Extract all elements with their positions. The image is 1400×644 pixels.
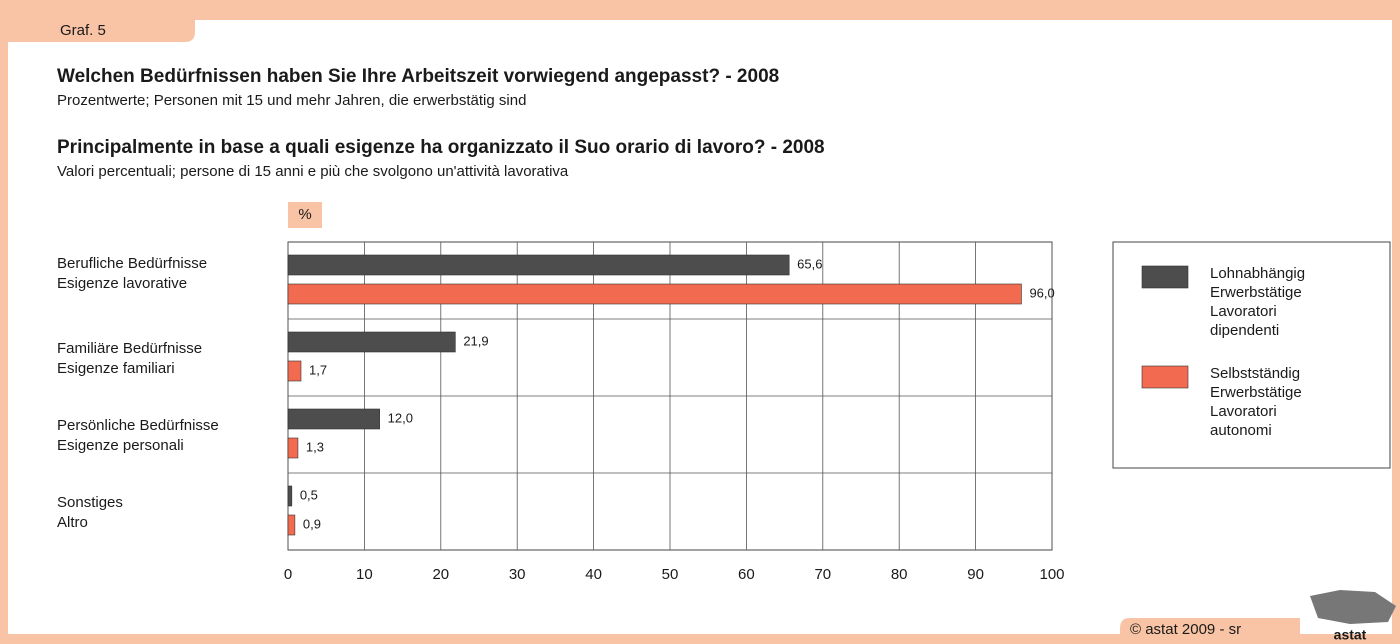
value-label: 12,0: [388, 410, 413, 425]
bar: [287, 485, 293, 507]
footer-tab: [1120, 618, 1300, 644]
y-tick-label: Altro: [57, 514, 88, 531]
tab-label: Graf. 5: [60, 22, 106, 39]
legend-swatch: [1141, 365, 1189, 389]
logo-mark: [1310, 590, 1396, 624]
unit-label: %: [298, 206, 311, 223]
tab: [8, 20, 195, 42]
legend-label: Lavoratori: [1210, 403, 1277, 420]
bar: [287, 331, 456, 353]
legend-swatch: [1141, 265, 1189, 289]
x-tick-label: 50: [662, 566, 679, 583]
legend-label: Lavoratori: [1210, 303, 1277, 320]
bar: [287, 408, 380, 430]
value-label: 1,7: [309, 362, 327, 377]
x-tick-label: 70: [814, 566, 831, 583]
legend-label: Erwerbstätige: [1210, 384, 1302, 401]
chart-subtitle: Valori percentuali; persone di 15 anni e…: [57, 163, 569, 180]
value-label: 0,5: [300, 487, 318, 502]
legend-label: Lohnabhängig: [1210, 265, 1305, 282]
bar: [287, 360, 302, 382]
chart-title: Welchen Bedürfnissen haben Sie Ihre Arbe…: [57, 66, 779, 87]
chart-title: Principalmente in base a quali esigenze …: [57, 137, 825, 158]
y-tick-label: Esigenze lavorative: [57, 275, 187, 292]
value-label: 0,9: [303, 516, 321, 531]
y-tick-label: Esigenze personali: [57, 437, 184, 454]
y-tick-label: Sonstiges: [57, 494, 123, 511]
x-tick-label: 20: [432, 566, 449, 583]
bar: [287, 283, 1022, 305]
y-tick-label: Berufliche Bedürfnisse: [57, 255, 207, 272]
value-label: 1,3: [306, 439, 324, 454]
chart-subtitle: Prozentwerte; Personen mit 15 und mehr J…: [57, 92, 526, 109]
value-label: 96,0: [1029, 285, 1054, 300]
value-label: 65,6: [797, 256, 822, 271]
x-tick-label: 90: [967, 566, 984, 583]
x-tick-label: 40: [585, 566, 602, 583]
legend-label: Erwerbstätige: [1210, 284, 1302, 301]
x-tick-label: 60: [738, 566, 755, 583]
bar: [287, 437, 299, 459]
x-tick-label: 30: [509, 566, 526, 583]
y-tick-label: Familiäre Bedürfnisse: [57, 340, 202, 357]
x-tick-label: 80: [891, 566, 908, 583]
copyright: © astat 2009 - sr: [1130, 621, 1241, 638]
x-tick-label: 0: [284, 566, 292, 583]
legend-label: Selbstständig: [1210, 365, 1300, 382]
y-tick-label: Persönliche Bedürfnisse: [57, 417, 219, 434]
bar: [287, 514, 296, 536]
x-tick-label: 100: [1039, 566, 1064, 583]
legend-label: dipendenti: [1210, 322, 1279, 339]
legend-label: autonomi: [1210, 422, 1272, 439]
x-tick-label: 10: [356, 566, 373, 583]
bar: [287, 254, 790, 276]
unit-box: [288, 202, 322, 228]
value-label: 21,9: [463, 333, 488, 348]
y-tick-label: Esigenze familiari: [57, 360, 175, 377]
logo: astat: [1334, 627, 1367, 643]
